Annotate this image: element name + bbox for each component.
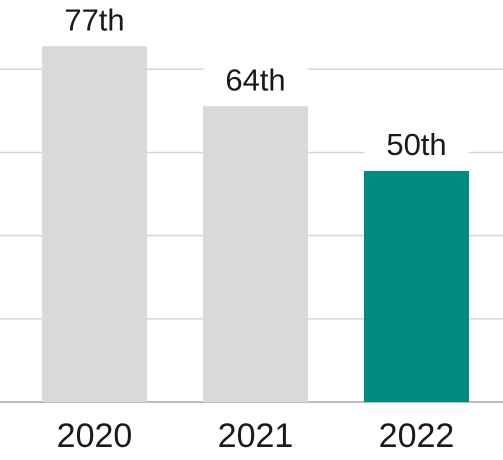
value-label: 50th — [386, 127, 446, 162]
label-backdrop — [364, 128, 469, 167]
value-label: 64th — [225, 62, 285, 97]
label-backdrop — [42, 4, 147, 43]
value-label: 77th — [64, 2, 124, 37]
bar — [364, 170, 469, 402]
x-tick-label: 2021 — [218, 417, 294, 455]
x-tick-label: 2020 — [57, 417, 133, 455]
x-tick-label: 2022 — [379, 417, 455, 455]
bar — [203, 106, 308, 402]
bar — [42, 46, 147, 402]
label-backdrop — [203, 64, 308, 103]
